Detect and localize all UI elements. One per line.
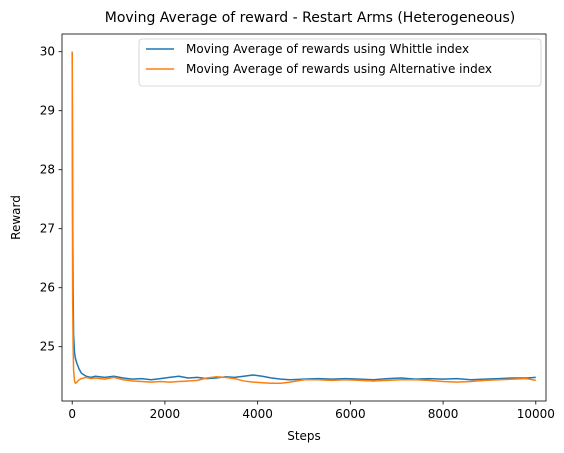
y-axis-label: Reward [9,195,23,240]
plot-area [71,51,536,385]
y-tick-label: 30 [40,45,55,59]
x-axis: 0 2000 4000 6000 8000 10000 [68,401,555,421]
legend-label-1: Moving Average of rewards using Whittle … [186,42,469,56]
x-tick-label: 8000 [428,407,459,421]
legend-label-2: Moving Average of rewards using Alternat… [186,62,492,76]
y-tick-label: 25 [40,340,55,354]
y-axis: 25 26 27 28 29 30 [40,45,62,354]
axes-frame [61,33,547,402]
y-tick-label: 29 [40,104,55,118]
chart-title: Moving Average of reward - Restart Arms … [105,10,516,26]
x-tick-label: 4000 [242,407,273,421]
y-tick-label: 28 [40,163,55,177]
y-tick-label: 27 [40,222,55,236]
x-tick-label: 0 [68,407,76,421]
x-axis-label: Steps [287,429,321,443]
series-line-2 [71,51,536,385]
legend: Moving Average of rewards using Whittle … [138,38,542,87]
x-tick-label: 2000 [150,407,181,421]
x-tick-label: 10000 [517,407,555,421]
legend-box [138,38,542,87]
x-tick-label: 6000 [335,407,366,421]
y-tick-label: 26 [40,281,55,295]
